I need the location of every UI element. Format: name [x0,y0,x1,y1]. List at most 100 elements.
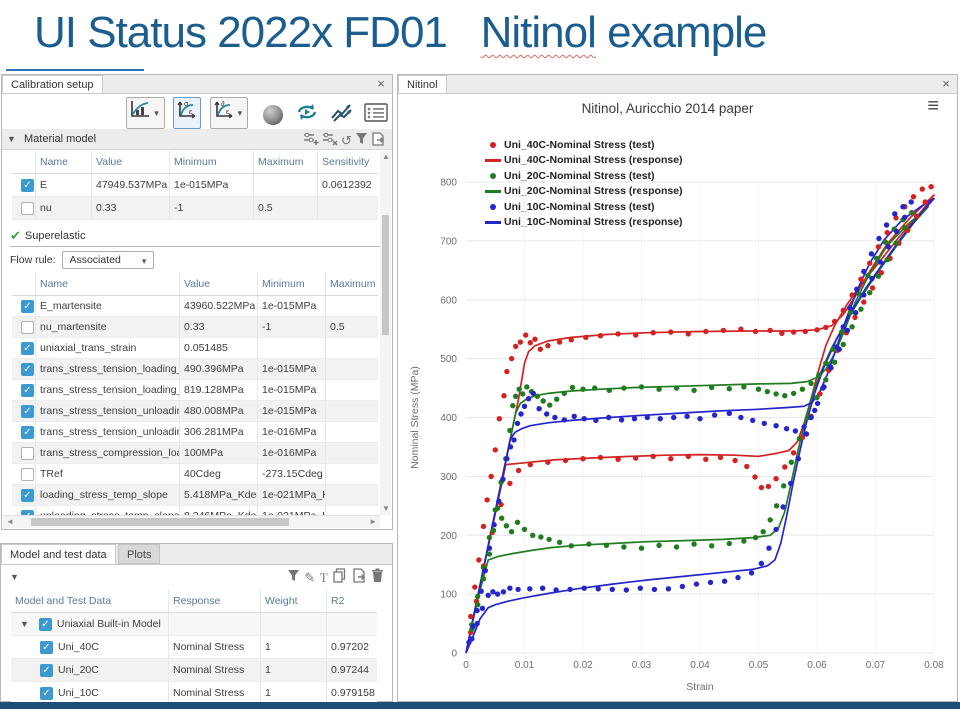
trash-icon[interactable] [371,568,384,588]
report-form-button[interactable] [364,101,388,129]
x-tick-label: 0.04 [690,660,710,671]
trend-chart-button[interactable] [330,101,354,129]
table-row[interactable]: ✓ trans_stress_tension_unloadin... 480.008… [12,401,378,422]
checkbox[interactable]: ✓ [21,425,34,439]
text-icon[interactable]: T [319,570,328,585]
legend-entry[interactable]: Uni_10C-Nominal Stress (response) [482,215,683,231]
column-header[interactable]: Maximum [254,151,318,173]
checkbox[interactable] [21,446,34,460]
hamburger-menu-icon[interactable]: ≡ [927,95,939,117]
superelastic-table: Name Value Minimum Maximum ✓ E_martensite 439… [12,273,378,527]
table-row[interactable]: ✓ trans_stress_tension_loading_... 490.396… [12,359,378,380]
table-row[interactable]: trans_stress_compression_loa... 100MPa 1e-… [12,443,378,464]
filter-icon[interactable] [355,132,368,153]
param-name: trans_stress_tension_unloadin... [36,401,180,421]
table-row[interactable]: nu 0.33 -1 0.5 [12,197,378,220]
column-header[interactable]: Weight [261,590,327,612]
remove-parameter-icon[interactable] [322,131,338,153]
legend-entry[interactable]: Uni_40C-Nominal Stress (response) [482,153,683,169]
chevron-down-icon[interactable]: ▾ [154,107,159,118]
checkbox[interactable]: ✓ [21,383,34,397]
close-icon[interactable]: × [942,76,950,91]
table-row[interactable]: ✓ trans_stress_tension_unloadin... 306.281… [12,422,378,443]
sync-run-icon [295,101,319,128]
tab-nitinol[interactable]: Nitinol [398,75,447,93]
collapse-arrow-icon[interactable]: ▼ [10,572,19,582]
checkbox[interactable]: ✓ [21,341,34,355]
table-row[interactable]: nu_martensite 0.33 -1 0.5 [12,317,378,338]
table-row[interactable]: ✓ Uni_20C Nominal Stress 1 0.97244 [11,659,377,682]
tree-collapse-icon[interactable]: ▼ [20,619,29,629]
column-header[interactable]: Minimum [170,151,254,173]
column-header[interactable]: Sensitivity [322,156,370,168]
tab-plots[interactable]: Plots [118,544,161,564]
table-row[interactable]: ✓ E_martensite 43960.522MPa 1e-015MPa [12,296,378,317]
horizontal-scrollbar[interactable]: ◄ ► [3,515,380,528]
checkbox[interactable]: ✓ [21,362,34,376]
checkbox[interactable]: ✓ [40,686,53,700]
param-min: 1e-015MPa [258,296,326,316]
table-row[interactable]: TRef 40Cdeg -273.15Cdeg [12,464,378,485]
test-point [479,605,486,611]
slide-title-nitinol: Nitinol [480,8,597,57]
column-header[interactable]: Value [180,273,258,295]
checkbox[interactable]: ✓ [21,488,34,502]
export-icon[interactable] [371,131,386,153]
scrollbar-thumb[interactable] [382,215,389,335]
chevron-down-icon[interactable]: ▾ [237,107,243,118]
table-row[interactable]: ✓ trans_stress_tension_loading_... 819.128… [12,380,378,401]
checkbox[interactable] [21,320,34,334]
column-header[interactable]: Model and Test Data [11,590,169,612]
undo-icon[interactable]: ↺ [340,133,352,148]
table-row[interactable]: ✓ E 47949.537MPa 1e-015MPa 0.0612392 [12,174,378,197]
table-row[interactable]: ✓ Uni_40C Nominal Stress 1 0.97202 [11,636,377,659]
legend-entry[interactable]: Uni_40C-Nominal Stress (test) [482,137,683,153]
checkbox[interactable]: ✓ [21,404,34,418]
checkbox[interactable]: ✓ [40,663,53,677]
add-parameter-icon[interactable] [303,131,319,153]
close-icon[interactable]: × [377,76,385,91]
column-header[interactable]: Name [36,151,92,173]
scroll-up-icon[interactable]: ▲ [382,152,390,161]
run-calibration-button[interactable] [295,101,319,129]
group-row[interactable]: ▼ ✓ Uniaxial Built-in Model [11,613,377,636]
legend-label: Uni_10C-Nominal Stress (test) [504,200,655,213]
scroll-right-icon[interactable]: ► [369,517,377,526]
legend-entry[interactable]: Uni_10C-Nominal Stress (test) [482,199,683,215]
column-header[interactable]: Response [169,590,261,612]
column-header[interactable]: Minimum [258,273,326,295]
column-header[interactable]: R2 [331,595,345,607]
scroll-down-icon[interactable]: ▼ [382,504,390,513]
checkbox[interactable]: ✓ [38,617,52,631]
checkbox[interactable]: ✓ [21,299,34,313]
derivative-strain-button[interactable]: ∂ ε ▾ [209,97,249,129]
column-header[interactable]: Name [36,273,180,295]
flow-rule-select[interactable]: Associated ▾ [62,251,155,269]
scrollbar-thumb[interactable] [31,518,289,526]
edit-pencil-icon[interactable]: ✎ [304,570,316,585]
column-header[interactable]: Value [92,151,170,173]
tab-calibration-setup[interactable]: Calibration setup [2,75,103,93]
collapse-arrow-icon[interactable]: ▼ [7,134,16,144]
filter-icon[interactable] [287,569,300,588]
copy-icon[interactable] [332,568,347,588]
test-point [726,386,732,392]
checkbox[interactable] [21,201,34,215]
vertical-scrollbar[interactable]: ▲ ▼ [380,151,391,515]
test-point [615,331,621,337]
legend-entry[interactable]: Uni_20C-Nominal Stress (response) [482,184,683,200]
table-row[interactable]: ✓ loading_stress_temp_slope 5.418MPa_Kdeg 1… [12,485,378,506]
tab-model-and-test-data[interactable]: Model and test data [1,544,116,564]
response-curve-button[interactable]: ▾ [126,97,165,129]
checkbox[interactable]: ✓ [21,178,34,192]
legend-entry[interactable]: Uni_20C-Nominal Stress (test) [482,168,683,184]
export-icon[interactable] [352,568,367,588]
checkbox[interactable] [21,467,34,481]
table-row[interactable]: ✓ uniaxial_trans_strain 0.051485 [12,338,378,359]
sphere-button[interactable] [262,101,283,129]
scroll-left-icon[interactable]: ◄ [6,517,14,526]
checkbox[interactable]: ✓ [40,640,53,654]
material-model-header[interactable]: ▼ Material model ↺ [2,129,392,150]
column-header[interactable]: Maximum [330,278,376,290]
